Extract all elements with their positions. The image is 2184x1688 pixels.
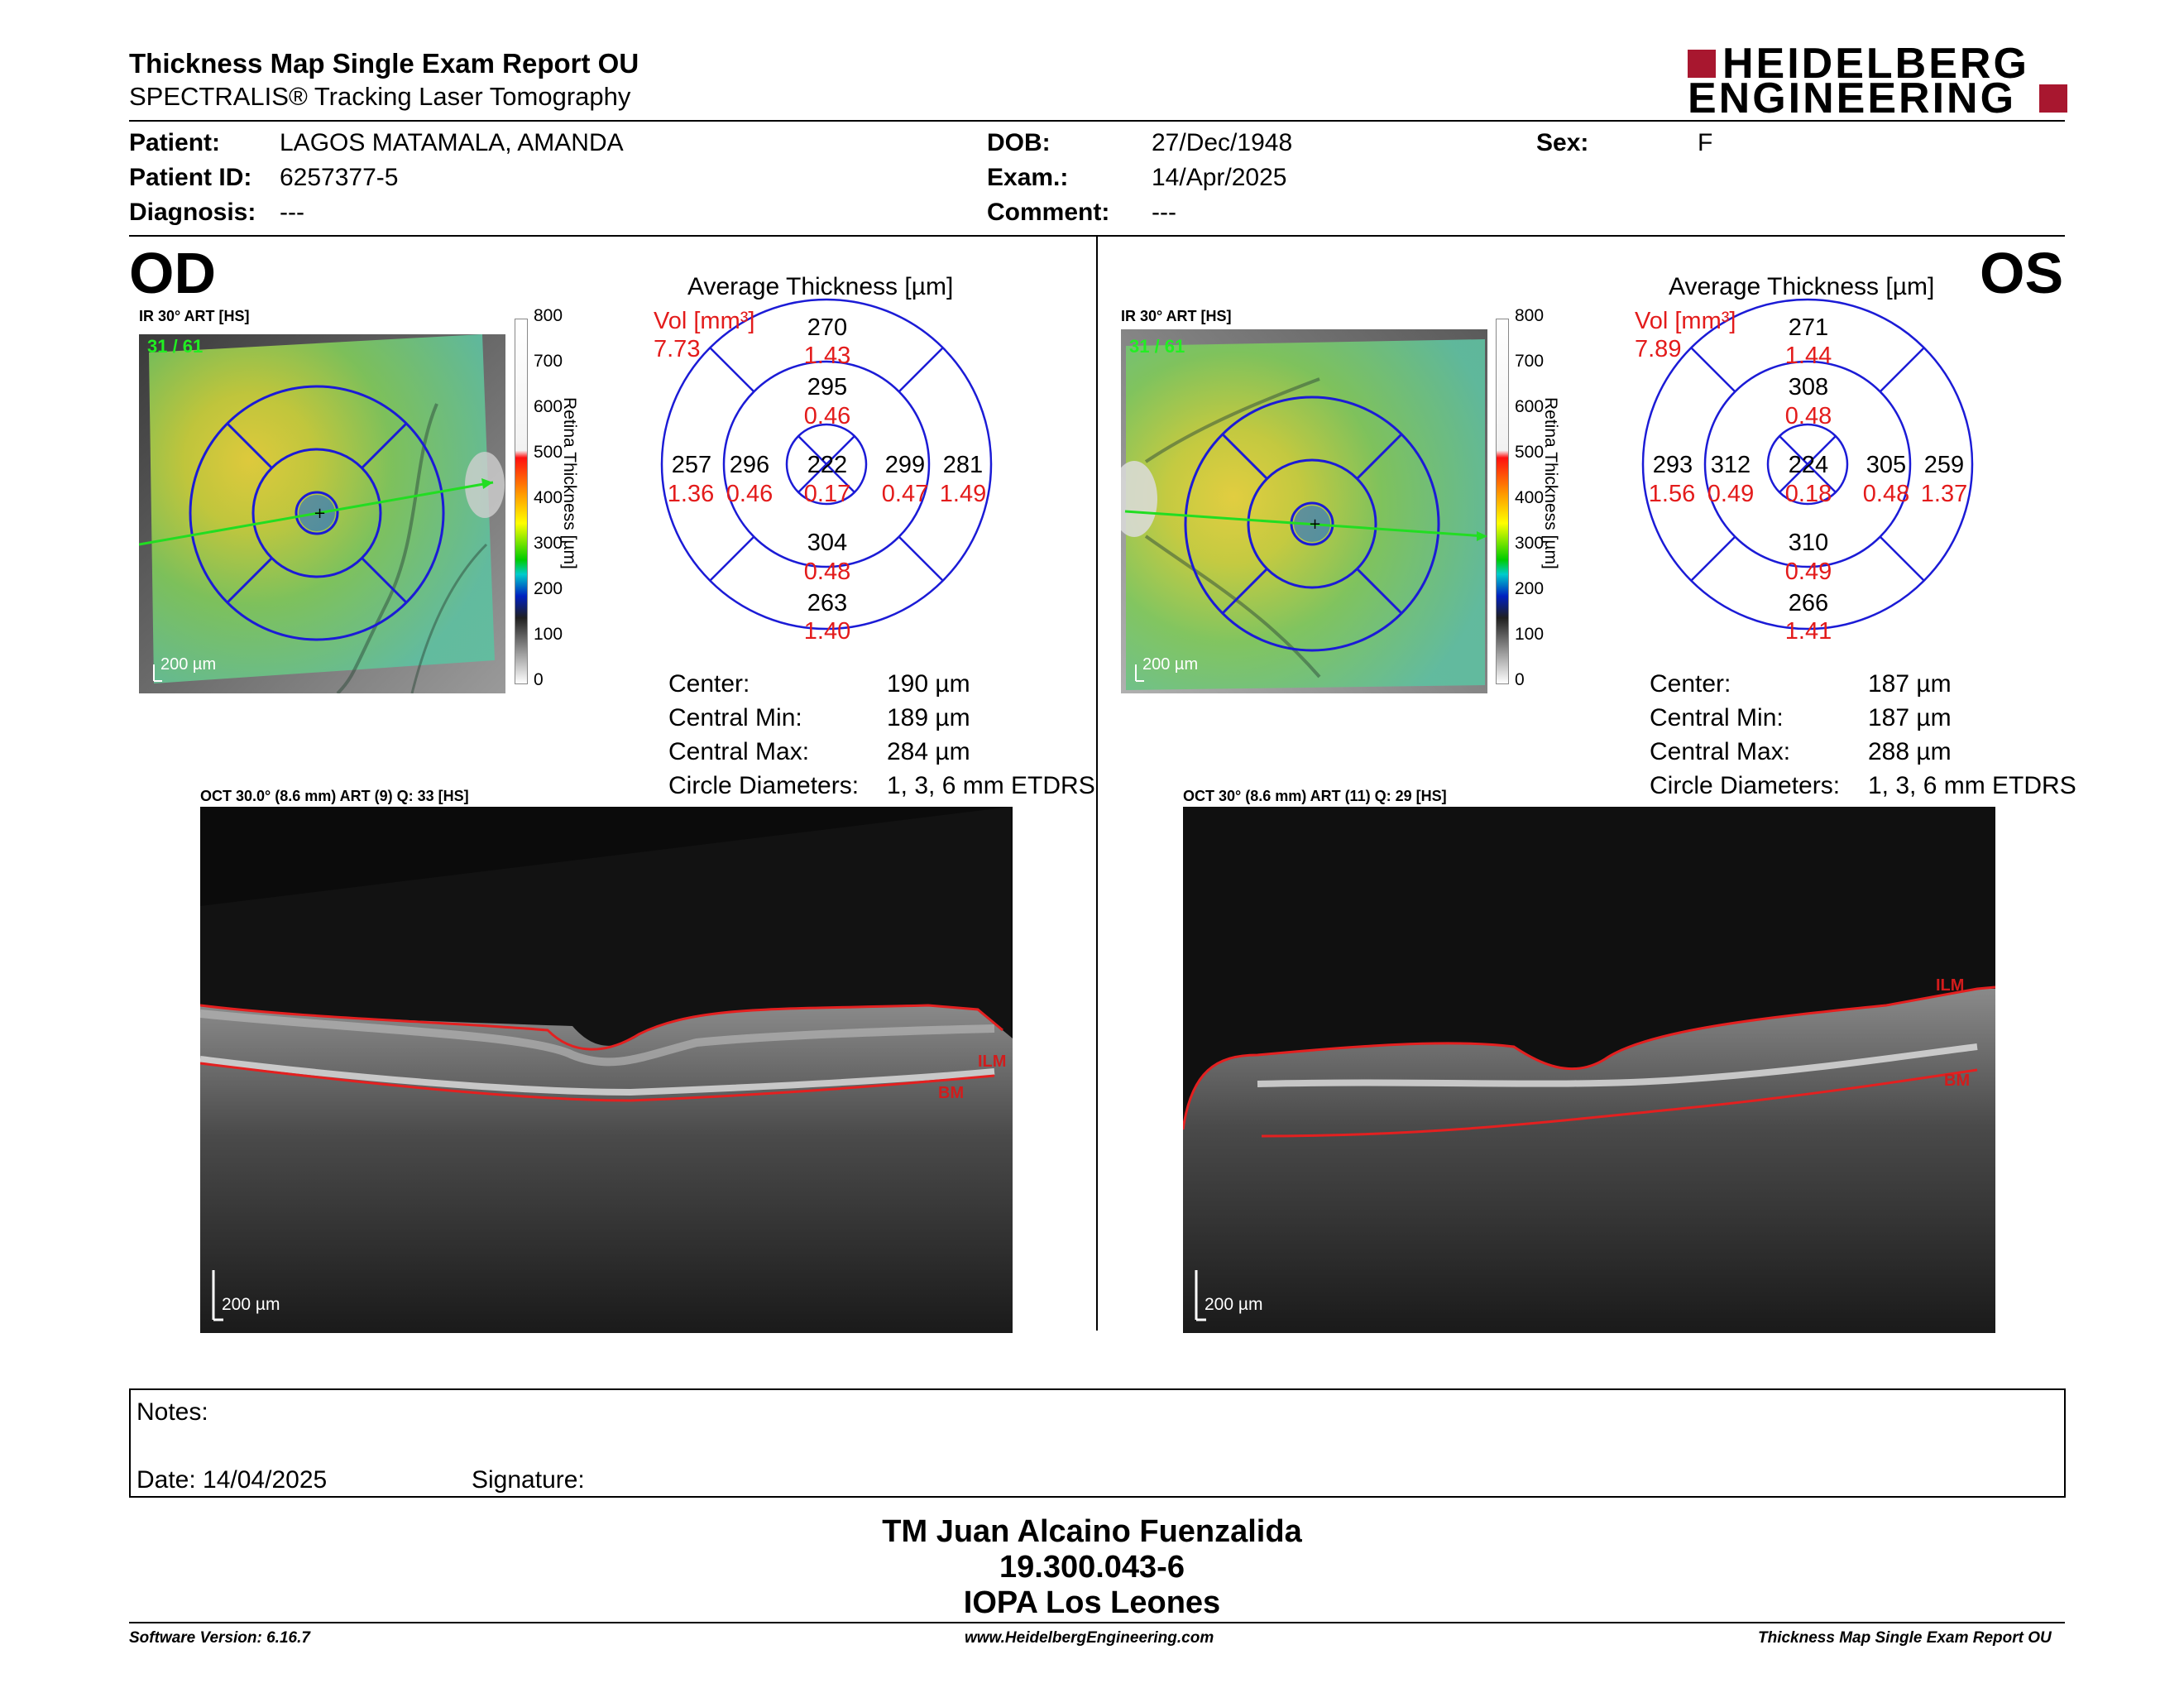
- footer-report-title: Thickness Map Single Exam Report OU: [1758, 1629, 2052, 1647]
- dob: 27/Dec/1948: [1152, 129, 1293, 156]
- od-etdrs-grid: [660, 298, 993, 631]
- os-min-value: 187 µm: [1868, 704, 1952, 731]
- comment: ---: [1152, 199, 1176, 226]
- os-vol-label: Vol [mm³]: [1635, 308, 1736, 334]
- od-ir-label: IR 30° ART [HS]: [139, 308, 250, 324]
- od-diam-value: 1, 3, 6 mm ETDRS: [887, 772, 1095, 799]
- od-vol-label: Vol [mm³]: [654, 308, 755, 334]
- os-bm-label: BM: [1944, 1072, 1971, 1090]
- logo-square-top: [1688, 50, 1716, 78]
- os-colorbar: [1496, 319, 1519, 684]
- sex: F: [1698, 129, 1713, 156]
- os-max-value: 288 µm: [1868, 738, 1952, 765]
- report-subtitle: SPECTRALIS® Tracking Laser Tomography: [129, 82, 631, 111]
- od-colorbar-title: Retina Thickness [µm]: [560, 397, 579, 569]
- patient-name: LAGOS MATAMALA, AMANDA: [280, 129, 624, 156]
- os-etdrs-grid: [1641, 298, 1974, 631]
- od-bm-label: BM: [938, 1084, 965, 1102]
- patient-id: 6257377-5: [280, 164, 399, 191]
- signature-label: Signature:: [472, 1466, 585, 1494]
- od-colorbar: [515, 319, 538, 684]
- website-link[interactable]: www.HeidelbergEngineering.com: [965, 1629, 1214, 1647]
- diagnosis: ---: [280, 199, 304, 226]
- os-colorbar-title: Retina Thickness [µm]: [1541, 397, 1560, 569]
- os-center-value: 187 µm: [1868, 670, 1952, 698]
- signer-name: TM Juan Alcaino Fuenzalida: [882, 1514, 1302, 1549]
- notes-box: Notes: Date: 14/04/2025 Signature:: [129, 1388, 2066, 1498]
- os-diam-value: 1, 3, 6 mm ETDRS: [1868, 772, 2076, 799]
- signer-id: 19.300.043-6: [999, 1550, 1185, 1585]
- os-ilm-label: ILM: [1936, 976, 1965, 995]
- header-divider: [129, 120, 2065, 122]
- exam-date: 14/Apr/2025: [1152, 164, 1287, 191]
- software-version: Software Version: 6.16.7: [129, 1629, 310, 1647]
- heidelberg-logo: HEIDELBERG ENGINEERING: [1688, 42, 2068, 120]
- od-label: OD: [129, 241, 216, 305]
- os-avg-title: Average Thickness [µm]: [1669, 273, 1935, 300]
- center-divider: [1096, 237, 1098, 1331]
- od-oct-scale: 200 µm: [222, 1295, 280, 1314]
- od-frame-counter: 31 / 61: [147, 336, 204, 357]
- patient-divider: [129, 235, 2065, 237]
- notes-date: Date: 14/04/2025: [136, 1466, 328, 1494]
- od-center-value: 190 µm: [887, 670, 970, 698]
- od-ilm-label: ILM: [978, 1053, 1007, 1071]
- os-oct-label: OCT 30° (8.6 mm) ART (11) Q: 29 [HS]: [1183, 788, 1447, 804]
- od-oct-label: OCT 30.0° (8.6 mm) ART (9) Q: 33 [HS]: [200, 788, 469, 804]
- os-scale-label: 200 µm: [1142, 655, 1199, 674]
- os-oct-bscan: ILM BM 200 µm: [1181, 807, 1996, 1333]
- od-vol-total: 7.73: [654, 336, 701, 362]
- od-oct-bscan: ILM BM 200 µm: [199, 807, 1013, 1333]
- os-label: OS: [1980, 241, 2064, 305]
- od-avg-title: Average Thickness [µm]: [687, 273, 954, 300]
- os-vol-total: 7.89: [1635, 336, 1682, 362]
- os-oct-scale: 200 µm: [1205, 1295, 1263, 1314]
- od-min-value: 189 µm: [887, 704, 970, 731]
- os-frame-counter: 31 / 61: [1129, 336, 1185, 357]
- footer-divider: [129, 1622, 2065, 1623]
- os-thickness-map: + IR 30° ART [HS] 31 / 61 200 µm: [1111, 308, 1487, 693]
- od-scale-label: 200 µm: [160, 655, 217, 674]
- report-title: Thickness Map Single Exam Report OU: [129, 48, 639, 79]
- od-thickness-map: + IR 30° ART [HS] 31 / 61 200 µm: [138, 308, 505, 695]
- os-ir-label: IR 30° ART [HS]: [1121, 308, 1232, 324]
- od-colorbar-ticks: 800 700 600 500 400 300 200 100 0: [534, 306, 563, 689]
- os-colorbar-ticks: 800 700 600 500 400 300 200 100 0: [1515, 306, 1545, 689]
- od-max-value: 284 µm: [887, 738, 970, 765]
- notes-label: Notes:: [136, 1398, 208, 1426]
- signer-org: IOPA Los Leones: [963, 1585, 1221, 1620]
- svg-text:+: +: [1309, 516, 1321, 533]
- logo-square-bottom: [2039, 84, 2067, 113]
- signature-block: TM Juan Alcaino Fuenzalida 19.300.043-6 …: [678, 1514, 1506, 1621]
- svg-text:+: +: [314, 505, 326, 522]
